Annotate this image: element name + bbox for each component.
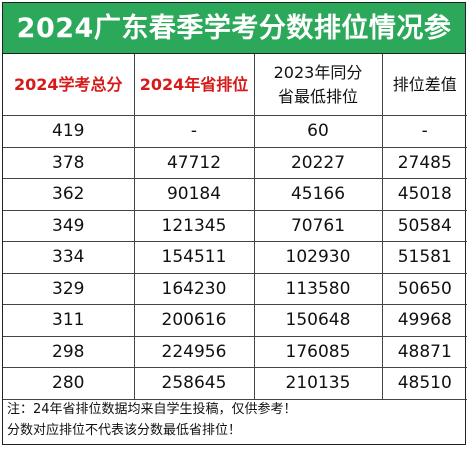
cell-score: 311	[3, 304, 135, 337]
cell-rank-diff: 48510	[381, 367, 467, 400]
cell-2024-rank: -	[133, 115, 255, 148]
cell-2023-rank: 113580	[253, 272, 383, 305]
cell-2024-rank: 90184	[133, 178, 255, 211]
table-body: 419-60-378 47712 20227 27485 362 90184 45166 45…	[3, 115, 467, 400]
cell-2023-rank: 176085	[253, 335, 383, 368]
table-row: 378 47712 20227 27485	[3, 146, 467, 179]
footnote-line: 分数对应排位不代表该分数最低省排位！	[7, 423, 242, 438]
cell-score: 419	[3, 115, 135, 148]
cell-rank-diff: 51581	[381, 241, 467, 274]
cell-rank-diff: 50650	[381, 272, 467, 305]
cell-2023-rank: 45166	[253, 178, 383, 211]
column-header-2023-rank-text: 2023年同分 省最低排位	[273, 62, 363, 106]
cell-score: 378	[3, 146, 135, 179]
cell-score: 329	[3, 272, 135, 305]
score-rank-table: 2024学考总分 2024年省排位 2023年同分 省最低排位 排位差值 419…	[3, 54, 467, 400]
column-header-2024-rank: 2024年省排位	[133, 54, 255, 116]
cell-score: 280	[3, 367, 135, 400]
column-header-2023-rank: 2023年同分 省最低排位	[253, 54, 383, 116]
score-rank-table-card: 2024广东春季学考分数排位情况参考 2024学考总分 2024年省排位 202…	[2, 2, 467, 445]
column-header-score: 2024学考总分	[3, 54, 135, 116]
cell-2023-rank: 60	[253, 115, 383, 148]
table-row: 298 224956 176085 48871	[3, 335, 467, 368]
cell-rank-diff: -	[381, 115, 467, 148]
cell-2023-rank: 70761	[253, 209, 383, 242]
cell-2024-rank: 200616	[133, 304, 255, 337]
cell-rank-diff: 50584	[381, 209, 467, 242]
table-row: 329 164230 113580 50650	[3, 272, 467, 305]
cell-score: 362	[3, 178, 135, 211]
cell-2023-rank: 20227	[253, 146, 383, 179]
cell-rank-diff: 45018	[381, 178, 467, 211]
column-header-rank-diff: 排位差值	[381, 54, 467, 116]
table-row: 334 154511 102930 51581	[3, 241, 467, 274]
cell-2024-rank: 258645	[133, 367, 255, 400]
cell-score: 349	[3, 209, 135, 242]
table-row: 362 90184 45166 45018	[3, 178, 467, 211]
table-row: 280 258645 210135 48510	[3, 367, 467, 400]
table-row: 419-60-	[3, 115, 467, 148]
table-row: 311 200616 150648 49968	[3, 304, 467, 337]
cell-rank-diff: 48871	[381, 335, 467, 368]
cell-2024-rank: 47712	[133, 146, 255, 179]
table-row: 349 121345 70761 50584	[3, 209, 467, 242]
cell-rank-diff: 49968	[381, 304, 467, 337]
cell-2024-rank: 224956	[133, 335, 255, 368]
footnote-line: 注：24年省排位数据均来自学生投稿，仅供参考！	[7, 402, 297, 417]
cell-score: 298	[3, 335, 135, 368]
cell-2024-rank: 164230	[133, 272, 255, 305]
cell-score: 334	[3, 241, 135, 274]
page-title: 2024广东春季学考分数排位情况参考	[3, 3, 465, 95]
cell-2023-rank: 102930	[253, 241, 383, 274]
cell-2023-rank: 210135	[253, 367, 383, 400]
cell-2024-rank: 154511	[133, 241, 255, 274]
cell-rank-diff: 27485	[381, 146, 467, 179]
cell-2023-rank: 150648	[253, 304, 383, 337]
footnote: 注：24年省排位数据均来自学生投稿，仅供参考！ 分数对应排位不代表该分数最低省排…	[3, 396, 465, 444]
table-header-row: 2024学考总分 2024年省排位 2023年同分 省最低排位 排位差值	[3, 54, 467, 116]
cell-2024-rank: 121345	[133, 209, 255, 242]
